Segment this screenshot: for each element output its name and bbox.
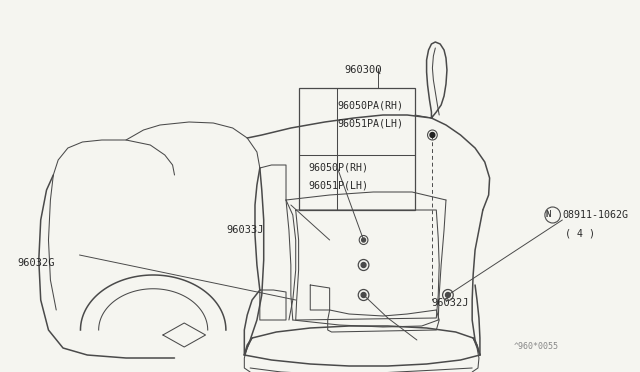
Text: 96032J: 96032J — [431, 298, 469, 308]
Text: N: N — [545, 210, 550, 219]
Circle shape — [361, 263, 366, 267]
Circle shape — [430, 132, 435, 138]
Text: 96050PA(RH): 96050PA(RH) — [337, 100, 403, 110]
Text: N: N — [545, 209, 550, 218]
Text: ^960*0055: ^960*0055 — [514, 342, 559, 351]
Text: 96030Q: 96030Q — [344, 65, 381, 75]
Circle shape — [361, 292, 366, 298]
Text: 96032G: 96032G — [17, 258, 55, 268]
Text: 96050P(RH): 96050P(RH) — [308, 162, 368, 172]
Text: 96051PA(LH): 96051PA(LH) — [337, 118, 403, 128]
Text: ( 4 ): ( 4 ) — [565, 228, 595, 238]
Circle shape — [445, 292, 451, 298]
Circle shape — [362, 238, 365, 242]
Text: 96033J: 96033J — [227, 225, 264, 235]
Text: 08911-1062G: 08911-1062G — [563, 210, 628, 220]
Text: 96051P(LH): 96051P(LH) — [308, 180, 368, 190]
